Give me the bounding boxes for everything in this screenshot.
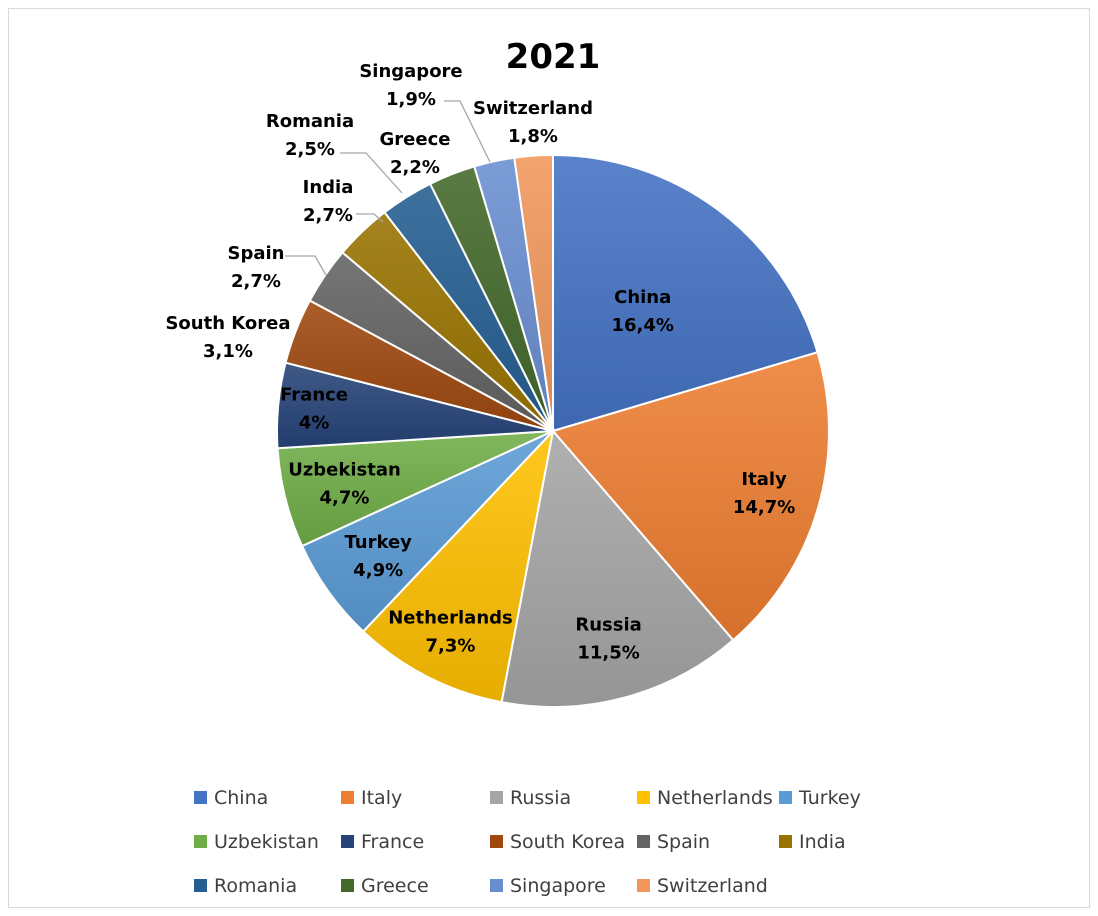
label-name-turkey: Turkey <box>344 532 412 553</box>
slice-switzerland <box>513 153 554 432</box>
label-value-romania: 2,5% <box>285 139 335 160</box>
legend-label-uzbekistan: Uzbekistan <box>214 831 319 853</box>
label-value-italy: 14,7% <box>733 497 795 518</box>
slice-russia <box>500 428 735 708</box>
label-value-greece: 2,2% <box>390 157 440 178</box>
legend-swatch-china <box>194 791 207 804</box>
leader-singapore <box>444 100 491 163</box>
legend-swatch-india <box>779 835 792 848</box>
legend-label-turkey: Turkey <box>798 787 861 809</box>
slice-italy <box>551 351 830 642</box>
label-name-romania: Romania <box>266 111 354 132</box>
label-value-switzerland: 1,8% <box>508 126 558 147</box>
label-name-netherlands: Netherlands <box>388 607 513 628</box>
label-value-spain: 2,7% <box>231 271 281 292</box>
legend-swatch-greece <box>341 879 354 892</box>
label-name-south-korea: South Korea <box>165 313 290 334</box>
slice-china <box>552 153 819 433</box>
label-name-uzbekistan: Uzbekistan <box>288 459 401 480</box>
label-value-china: 16,4% <box>611 315 673 336</box>
legend-swatch-south-korea <box>490 835 503 848</box>
legend-label-greece: Greece <box>361 875 429 897</box>
label-name-france: France <box>280 385 348 406</box>
legend-swatch-italy <box>341 791 354 804</box>
label-value-india: 2,7% <box>303 205 353 226</box>
label-value-singapore: 1,9% <box>386 89 436 110</box>
legend: China Italy Russia Netherlands Turkey Uzbekis… <box>194 787 861 897</box>
leader-india <box>356 213 384 223</box>
label-name-india: India <box>303 177 354 198</box>
legend-swatch-russia <box>490 791 503 804</box>
legend-swatch-spain <box>637 835 650 848</box>
legend-swatch-netherlands <box>637 791 650 804</box>
label-value-turkey: 4,9% <box>353 560 403 581</box>
legend-swatch-singapore <box>490 879 503 892</box>
label-name-greece: Greece <box>380 129 451 150</box>
label-name-singapore: Singapore <box>359 61 462 82</box>
legend-label-india: India <box>799 831 846 853</box>
label-name-china: China <box>614 287 671 308</box>
label-name-russia: Russia <box>575 615 641 636</box>
label-name-switzerland: Switzerland <box>473 98 593 119</box>
label-value-south-korea: 3,1% <box>203 341 253 362</box>
legend-label-south-korea: South Korea <box>510 831 625 853</box>
legend-label-russia: Russia <box>510 787 571 809</box>
label-value-russia: 11,5% <box>577 643 639 664</box>
legend-label-italy: Italy <box>361 787 402 809</box>
label-name-spain: Spain <box>228 243 285 264</box>
chart-title: 2021 <box>506 37 601 77</box>
pie-slices <box>276 153 830 708</box>
label-value-france: 4% <box>299 413 330 434</box>
legend-swatch-turkey <box>779 791 792 804</box>
data-labels: China 16,4% Italy 14,7% Russia 11,5% Netherlan… <box>165 61 795 664</box>
legend-swatch-switzerland <box>637 879 650 892</box>
leader-romania <box>340 152 403 194</box>
label-value-uzbekistan: 4,7% <box>320 487 370 508</box>
legend-label-netherlands: Netherlands <box>657 787 773 809</box>
slice-netherlands <box>361 427 555 704</box>
legend-label-france: France <box>361 831 424 853</box>
legend-label-romania: Romania <box>214 875 297 897</box>
legend-swatch-france <box>341 835 354 848</box>
label-name-italy: Italy <box>741 469 787 490</box>
legend-label-switzerland: Switzerland <box>657 875 768 897</box>
label-value-netherlands: 7,3% <box>426 635 476 656</box>
leader-lines <box>285 100 491 276</box>
legend-label-china: China <box>214 787 268 809</box>
legend-swatch-romania <box>194 879 207 892</box>
legend-label-singapore: Singapore <box>510 875 606 897</box>
leader-spain <box>285 255 327 276</box>
legend-swatch-uzbekistan <box>194 835 207 848</box>
legend-label-spain: Spain <box>657 831 710 853</box>
